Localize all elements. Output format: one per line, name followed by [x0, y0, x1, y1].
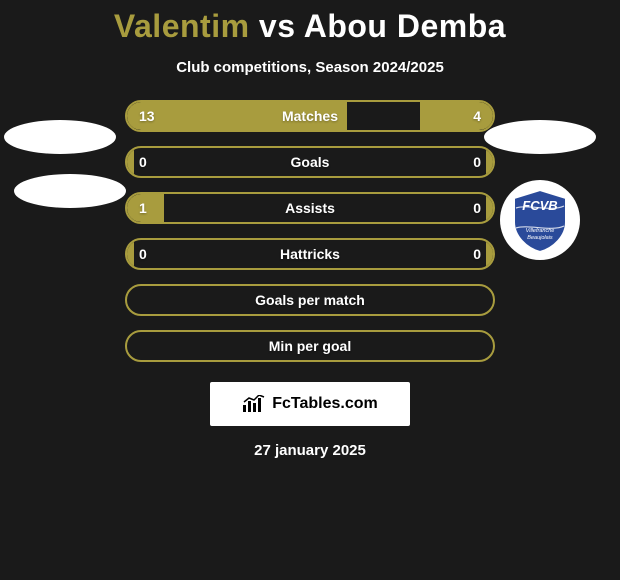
stat-row: 00Goals: [125, 146, 495, 178]
player1-name: Valentim: [114, 8, 250, 44]
svg-text:FCVB: FCVB: [522, 198, 557, 213]
player1-placeholder-shadow: [4, 120, 116, 154]
subtitle: Club competitions, Season 2024/2025: [176, 59, 444, 76]
club-badge: FCVB Villefranche Beaujolais: [500, 180, 580, 260]
player1-placeholder-shadow-2: [14, 174, 126, 208]
date-text: 27 january 2025: [254, 442, 366, 459]
stat-label: Goals per match: [127, 286, 493, 314]
attribution-text: FcTables.com: [272, 395, 378, 413]
stat-label: Matches: [127, 102, 493, 130]
svg-text:Beaujolais: Beaujolais: [527, 235, 553, 241]
player2-placeholder-shadow: [484, 120, 596, 154]
stat-row: Min per goal: [125, 330, 495, 362]
player2-name: Abou Demba: [304, 8, 506, 44]
title-vs: vs: [259, 8, 296, 44]
stat-label: Assists: [127, 194, 493, 222]
svg-text:Villefranche: Villefranche: [526, 228, 555, 234]
page-title: Valentim vs Abou Demba: [114, 8, 506, 45]
stat-row: 10Assists: [125, 192, 495, 224]
stat-row: 134Matches: [125, 100, 495, 132]
stat-row: Goals per match: [125, 284, 495, 316]
chart-icon: [242, 395, 266, 413]
stat-label: Goals: [127, 148, 493, 176]
stat-row: 00Hattricks: [125, 238, 495, 270]
stat-label: Min per goal: [127, 332, 493, 360]
stat-label: Hattricks: [127, 240, 493, 268]
attribution-badge: FcTables.com: [210, 382, 410, 426]
comparison-card: Valentim vs Abou Demba Club competitions…: [0, 0, 620, 580]
